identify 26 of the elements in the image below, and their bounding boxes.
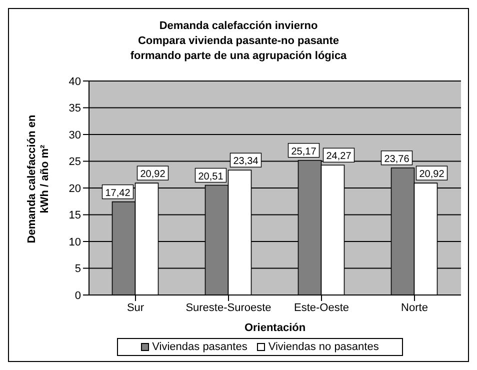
x-tick-label: Norte — [401, 302, 428, 314]
y-tick-label: 35 — [68, 102, 81, 115]
y-tick-label: 40 — [68, 76, 81, 88]
data-label: 17,42 — [105, 188, 131, 199]
data-label: 23,76 — [384, 154, 410, 165]
data-label: 20,51 — [198, 171, 224, 182]
legend-label: Viviendas no pasantes — [268, 341, 379, 353]
x-tick-label: Sureste-Suroeste — [186, 302, 272, 314]
y-tick-label: 25 — [68, 156, 81, 168]
data-label: 24,27 — [326, 151, 352, 162]
data-label: 23,34 — [233, 156, 259, 168]
x-tick-label: Sur — [126, 302, 144, 314]
y-tick-label: 20 — [68, 182, 81, 195]
y-tick-label: 15 — [68, 210, 81, 222]
y-tick-label: 30 — [68, 129, 81, 142]
data-label: 25,17 — [291, 146, 317, 158]
data-label: 20,92 — [140, 169, 166, 180]
y-tick-label: 10 — [68, 236, 81, 248]
y-tick-label: 0 — [74, 290, 81, 302]
legend-label: Viviendas pasantes — [152, 341, 248, 353]
y-tick-label: 5 — [74, 263, 81, 276]
data-label: 20,92 — [419, 169, 445, 180]
x-axis-title: Orientación — [244, 322, 306, 334]
x-tick-label: Este-Oeste — [294, 302, 350, 314]
chart-title: Demanda calefacción invierno Compara vivienda pasante-no pasante formando parte de una agrupación lógica — [129, 19, 348, 64]
y-axis-title: Demanda calefacción en kWh / año m² — [26, 114, 52, 246]
